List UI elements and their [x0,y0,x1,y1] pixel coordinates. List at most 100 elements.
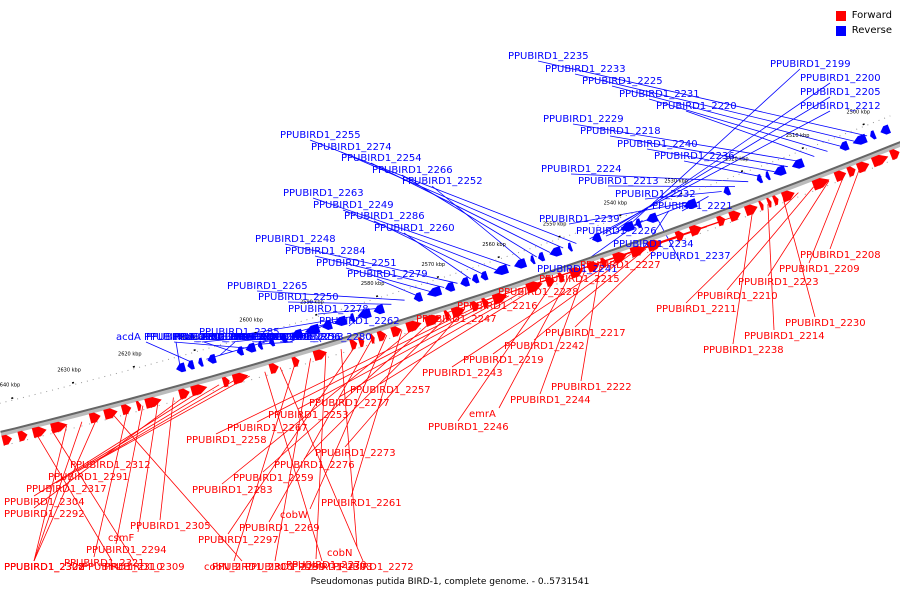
forward-gene-label: PPUBIRD1_2211 [656,304,737,315]
forward-gene [646,239,663,252]
forward-label: Forward [851,10,892,21]
reverse-gene-label: PPUBIRD1_2268 [172,332,253,343]
reverse-leader-line [568,200,696,225]
reverse-gene [245,342,257,353]
reverse-gene [413,292,424,302]
forward-gene-label: PPUBIRD1_2308 [4,562,85,573]
reverse-gene-label: PPUBIRD1_2265 [227,281,308,292]
forward-leader-line [340,349,358,548]
forward-leader-line [33,392,189,509]
forward-leader-line [159,397,174,521]
forward-leader-line [264,371,323,562]
reverse-gene-label: acdA [116,332,141,343]
forward-leader-line [33,421,83,562]
reverse-gene [280,333,288,343]
reverse-leader-line [309,139,577,244]
reverse-leader-line [284,243,458,284]
reverse-gene-label: PPUBIRD1_2213 [578,176,659,187]
axis-tick-mark [132,365,136,368]
reverse-leader-line [259,341,294,345]
reverse-gene-label: PPUBIRD1_2199 [770,59,851,70]
forward-gene [568,267,584,279]
axis-tick-mark [315,313,318,316]
forward-gene [846,166,856,177]
reverse-gene-label: PPUBIRD1_2220 [656,101,737,112]
reverse-gene-label: PPUBIRD1_2232 [615,189,696,200]
reverse-gene-label: PPUBIRD1_2233 [545,64,626,75]
reverse-gene-label: PPUBIRD1_2212 [800,101,881,112]
forward-gene-label: PPUBIRD1_2243 [422,368,503,379]
reverse-leader-line [312,197,511,267]
reverse-leader-line [228,316,352,338]
forward-gene-label: PPUBIRD1_2209 [779,264,860,275]
reverse-gene-label: PPUBIRD1_2278 [288,304,369,315]
forward-gene [144,397,162,409]
forward-gene-label: PPUBIRD1_2272 [333,562,414,573]
reverse-leader-line [574,73,854,142]
forward-gene [612,252,627,264]
forward-gene-label: PPUBIRD1_2215 [539,274,620,285]
forward-gene [405,320,422,333]
reverse-gene-label: PPUBIRD1_2234 [613,239,694,250]
reverse-gene-label: PPUBIRD1_2260 [374,223,455,234]
reverse-gene-label: PPUBIRD1_2262 [319,316,400,327]
forward-gene-label: PPUBIRD1_2307 [4,562,85,573]
reverse-leader-line [287,301,392,305]
reverse-gene-label: PPUBIRD1_2237 [650,251,731,262]
reverse-gene-label: PPUBIRD1_2280 [291,332,372,343]
forward-gene-label: PPUBIRD1_2269 [239,523,320,534]
reverse-leader-line [609,135,788,168]
reverse-gene [291,328,304,339]
forward-leader-line [112,413,243,562]
forward-leader-line [829,168,860,250]
reverse-gene [334,315,348,326]
reverse-label: Reverse [851,25,892,36]
forward-gene [586,261,600,273]
reverse-gene-label: PPUBIRD1_2224 [541,164,622,175]
reverse-gene-label: PPUBIRD1_2301 [146,332,227,343]
reverse-gene-label: PPUBIRD1_2225 [582,76,663,87]
forward-leader-line [574,243,662,328]
reverse-gene-label: PPUBIRD1_2263 [283,188,364,199]
forward-leader-line [297,295,509,410]
forward-leader-line [732,209,754,345]
reverse-gene [236,346,245,356]
reverse-leader-line [403,232,471,280]
forward-gene [780,190,795,203]
forward-leader-line [808,174,845,264]
reverse-gene-label: PPUBIRD1_2298 [235,332,316,343]
axis-tick-mark [558,235,561,238]
reverse-gene-label: PPUBIRD1_2239 [539,214,620,225]
forward-gene-label: PPUBIRD1_2217 [545,328,626,339]
forward-gene-label: PPUBIRD1_2283 [192,485,273,496]
reverse-gene [357,308,372,319]
forward-gene-label: PPUBIRD1_2253 [268,410,349,421]
reverse-gene-label: PPUBIRD1_2295 [174,332,255,343]
forward-leader-line [767,204,775,331]
reverse-leader-line [145,341,194,364]
forward-gene [312,349,327,361]
forward-leader-line [262,320,433,473]
axis-tick-label: 2570 kbp [422,262,446,268]
genome-title: Pseudomonas putida BIRD-1, complete geno… [310,577,590,587]
reverse-gene-label: PPUBIRD1_2271 [230,332,311,343]
reverse-gene-label: PPUBIRD1_2250 [258,292,339,303]
forward-gene-label: PPUBIRD1_2216 [457,301,538,312]
reverse-leader-line [289,324,326,343]
reverse-gene-label: PPUBIRD1_2256 [260,332,341,343]
reverse-gene-label: PPUBIRD1_2236 [654,151,735,162]
forward-leader-line [268,339,372,523]
reverse-leader-line [589,110,831,240]
forward-gene [743,204,758,217]
forward-leader-line [227,344,357,535]
gene-arrows [1,124,900,446]
forward-gene [870,154,889,168]
forward-gene-label: PPUBIRD1_2273 [315,448,396,459]
forward-gene-label: csmF [108,533,134,544]
reverse-gene [445,281,456,292]
reverse-leader-line [256,290,405,301]
forward-gene [833,170,847,182]
reverse-gene-label: PPUBIRD1_2254 [341,153,422,164]
reverse-gene-label: PPUBIRD1_2221 [652,201,733,212]
reverse-swatch [835,25,846,36]
